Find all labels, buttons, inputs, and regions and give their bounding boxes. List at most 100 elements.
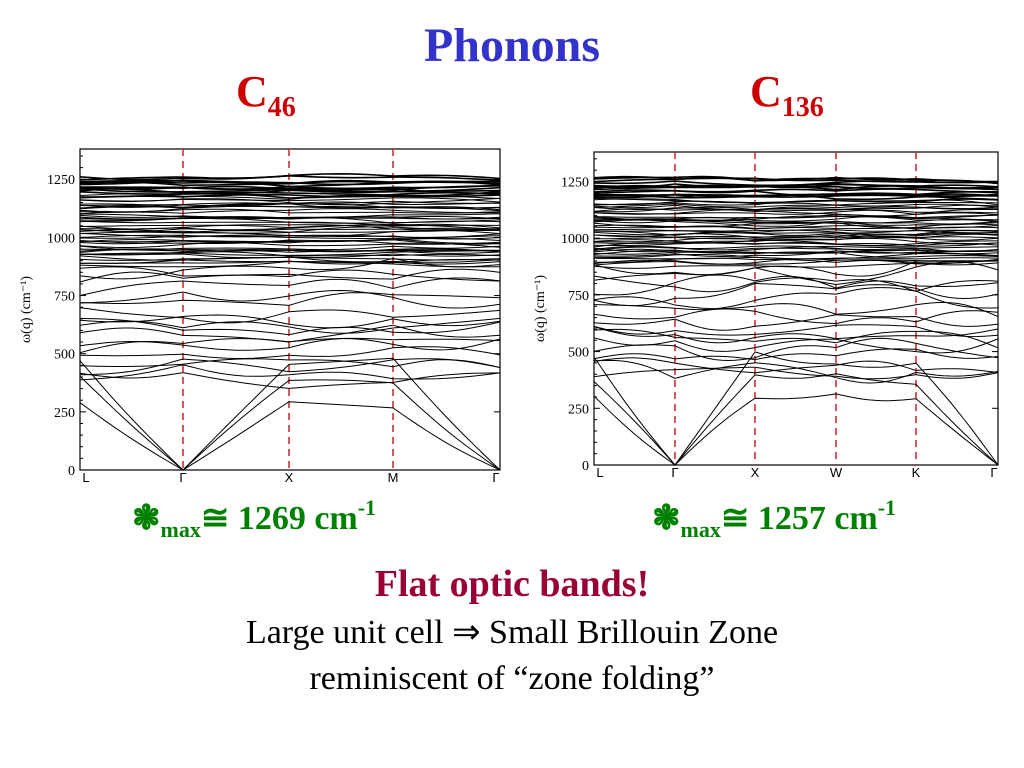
optic-band: [593, 357, 999, 374]
optic-band: [593, 366, 999, 380]
optic-band: [79, 317, 501, 336]
flat-optic-band: [593, 237, 999, 245]
y-tick-label: 500: [568, 346, 589, 361]
optic-band: [79, 372, 501, 389]
y-tick-label: 1000: [561, 232, 589, 247]
y-tick-label: 1250: [47, 173, 75, 188]
flat-optic-band: [79, 190, 501, 197]
plot-frame: [593, 151, 999, 466]
optic-band: [79, 266, 501, 280]
flat-optic-band: [79, 186, 501, 195]
flat-optic-band: [79, 260, 501, 265]
phonon-bands: [593, 175, 999, 466]
x-tick-label: L: [596, 465, 603, 480]
optic-band: [593, 326, 999, 344]
flat-optic-band: [593, 245, 999, 251]
phonon-plot-c136: 0 250 500 750 1000 1250 ω(q) (cm⁻¹) L Γ X W K Γ: [518, 142, 1003, 490]
optic-band: [79, 269, 501, 283]
optic-band: [79, 307, 501, 324]
flat-optic-band: [79, 238, 501, 244]
explanation-line-1: Large unit cell ⇒ Small Brillouin Zone: [245, 614, 779, 651]
flat-optic-band: [79, 197, 501, 203]
y-tick-label: 250: [54, 406, 75, 421]
flat-optic-band: [593, 231, 999, 237]
flat-optic-band: [79, 179, 500, 186]
optic-band: [79, 324, 501, 343]
phonon-dispersion-chart: 0 250 500 750 1000 1250 ω(q) (cm⁻¹) L Γ X W K Γ: [533, 151, 999, 480]
optic-band: [79, 289, 501, 309]
flat-optic-band: [79, 251, 501, 257]
flat-optic-band: [593, 219, 999, 225]
x-tick-label: X: [751, 465, 760, 480]
explanation-line-2: reminiscent of “zone folding”: [309, 660, 715, 697]
y-axis-label: ω(q) (cm⁻¹): [533, 275, 548, 342]
optic-band: [593, 337, 999, 354]
x-tick-label: K: [912, 465, 921, 480]
panel-label-c46: C46: [236, 67, 296, 123]
x-tick-label: Γ: [179, 470, 186, 485]
flat-optic-band: [593, 236, 999, 243]
acoustic-band: [593, 373, 999, 466]
flat-optic-band: [594, 257, 999, 264]
optic-band: [593, 314, 999, 331]
flat-optic-band: [593, 242, 999, 247]
snowflake-icon: ❃: [132, 500, 161, 537]
flat-optic-band: [593, 251, 999, 258]
flat-optic-band: [79, 224, 501, 230]
acoustic-band: [593, 351, 999, 466]
optic-band: [79, 346, 501, 359]
y-tick-label: 500: [54, 348, 75, 363]
x-tick-label: Γ: [492, 470, 499, 485]
max-frequency-c46: ❃max≅ 1269 cm-1: [132, 495, 377, 542]
flat-optic-band: [593, 213, 999, 221]
flat-optic-band: [593, 179, 999, 187]
y-tick-label: 1250: [561, 175, 589, 190]
flat-optic-band: [593, 204, 999, 211]
x-tick-label: Γ: [990, 465, 997, 480]
panel-label-c136: C136: [750, 67, 824, 123]
optic-band: [79, 314, 501, 329]
optic-band: [593, 328, 999, 349]
optic-band: [593, 359, 999, 384]
flat-optic-band: [593, 198, 999, 204]
optic-band: [593, 282, 999, 307]
flat-optic-band: [593, 188, 999, 194]
optic-band: [593, 261, 999, 286]
flat-optic-band: [593, 208, 999, 215]
x-tick-label: X: [285, 470, 294, 485]
optic-band: [79, 358, 501, 376]
y-tick-label: 0: [68, 464, 75, 479]
flat-optic-band: [79, 172, 501, 181]
flat-optic-band: [593, 222, 999, 229]
flat-optic-band: [593, 219, 999, 227]
optic-band: [79, 337, 501, 354]
flat-optic-band: [593, 253, 999, 260]
flat-optic-band: [79, 223, 501, 229]
y-tick-label: 750: [568, 289, 589, 304]
flat-optic-band: [593, 249, 999, 255]
flat-optic-band: [593, 204, 999, 211]
flat-optic-band: [79, 201, 501, 208]
flat-optic-band: [79, 213, 501, 220]
optic-band: [79, 257, 501, 280]
optic-band: [79, 364, 501, 381]
optic-band: [593, 324, 999, 338]
y-tick-label: 250: [568, 402, 589, 417]
slide-title: Phonons: [423, 19, 601, 72]
flat-optic-band: [593, 175, 998, 183]
flat-optic-band: [79, 205, 501, 213]
optic-band: [79, 292, 501, 306]
snowflake-icon: ❃: [652, 500, 681, 537]
flat-optic-band: [593, 225, 999, 230]
optic-band: [79, 338, 501, 351]
flat-optic-band: [79, 239, 501, 245]
flat-optic-band: [79, 191, 501, 199]
x-tick-label: W: [830, 465, 843, 480]
flat-optic-band: [593, 228, 999, 234]
phonon-dispersion-chart: 0 250 500 750 1000 1250 ω(q) (cm⁻¹) L Γ X M Γ: [19, 148, 501, 485]
flat-optic-band: [593, 183, 999, 189]
flat-optic-bands-heading: Flat optic bands!: [374, 563, 650, 605]
flat-optic-band: [79, 208, 501, 215]
x-tick-label: L: [82, 470, 89, 485]
y-tick-label: 750: [54, 290, 75, 305]
